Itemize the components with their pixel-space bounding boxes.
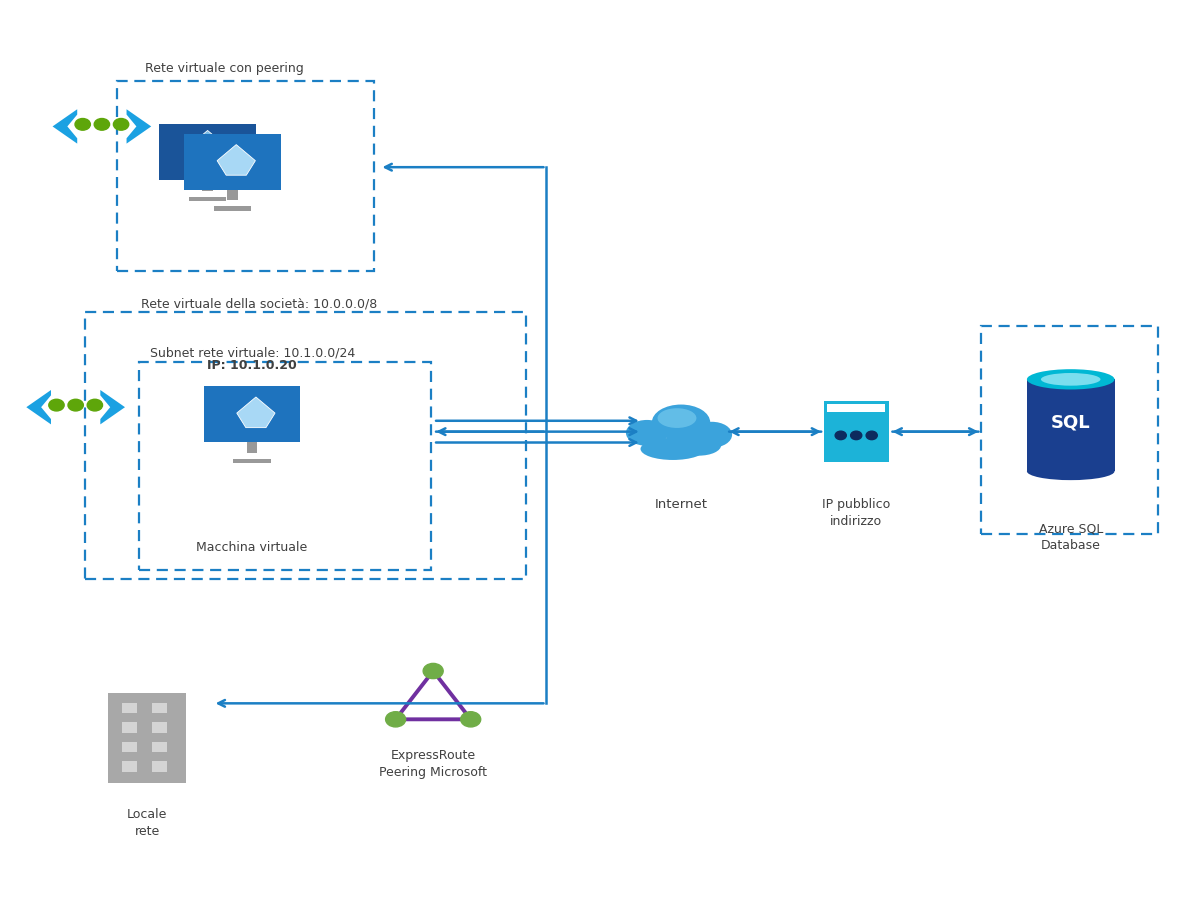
Circle shape bbox=[461, 712, 481, 727]
Bar bbox=[202, 179, 214, 191]
Ellipse shape bbox=[641, 438, 706, 460]
Polygon shape bbox=[217, 144, 256, 175]
Bar bbox=[122, 703, 137, 713]
Circle shape bbox=[424, 664, 443, 678]
Circle shape bbox=[76, 119, 90, 130]
Text: ExpressRoute
Peering Microsoft: ExpressRoute Peering Microsoft bbox=[379, 749, 487, 779]
Polygon shape bbox=[126, 110, 151, 143]
Ellipse shape bbox=[652, 405, 710, 441]
Ellipse shape bbox=[626, 420, 668, 446]
Bar bbox=[204, 386, 300, 442]
Bar bbox=[188, 197, 226, 201]
Circle shape bbox=[113, 119, 128, 130]
Circle shape bbox=[866, 431, 877, 440]
Text: Locale
rete: Locale rete bbox=[127, 808, 167, 838]
Bar bbox=[1027, 379, 1115, 472]
Ellipse shape bbox=[1040, 373, 1100, 386]
Bar bbox=[122, 742, 137, 752]
Bar bbox=[152, 761, 167, 771]
Text: IP: 10.1.0.20: IP: 10.1.0.20 bbox=[208, 359, 296, 372]
Text: Rete virtuale con peering: Rete virtuale con peering bbox=[145, 62, 304, 75]
Circle shape bbox=[68, 399, 83, 411]
Bar bbox=[827, 404, 886, 412]
Bar bbox=[152, 722, 167, 733]
Bar bbox=[122, 761, 137, 771]
Text: SQL: SQL bbox=[1051, 413, 1091, 431]
Bar bbox=[160, 124, 256, 180]
Text: Internet: Internet bbox=[654, 498, 708, 511]
Circle shape bbox=[835, 431, 846, 440]
Polygon shape bbox=[26, 390, 50, 424]
Polygon shape bbox=[101, 390, 125, 424]
Bar bbox=[184, 133, 281, 190]
Text: Macchina virtuale: Macchina virtuale bbox=[197, 541, 307, 554]
Ellipse shape bbox=[1027, 369, 1115, 389]
Circle shape bbox=[385, 712, 406, 727]
Bar bbox=[823, 401, 889, 462]
Bar bbox=[247, 441, 258, 452]
Polygon shape bbox=[188, 131, 227, 161]
Bar bbox=[152, 742, 167, 752]
Circle shape bbox=[851, 431, 862, 440]
Ellipse shape bbox=[1027, 462, 1115, 480]
Polygon shape bbox=[53, 110, 77, 143]
Ellipse shape bbox=[658, 409, 696, 428]
Circle shape bbox=[49, 399, 64, 411]
Bar bbox=[122, 722, 137, 733]
Circle shape bbox=[88, 399, 102, 411]
Text: IP pubblico
indirizzo: IP pubblico indirizzo bbox=[822, 498, 890, 527]
Bar bbox=[108, 693, 186, 782]
Bar bbox=[152, 703, 167, 713]
Ellipse shape bbox=[677, 435, 721, 456]
Bar bbox=[214, 207, 251, 211]
Text: Azure SQL
Database: Azure SQL Database bbox=[1038, 522, 1103, 552]
Text: Rete virtuale della società: 10.0.0.0/8: Rete virtuale della società: 10.0.0.0/8 bbox=[142, 297, 378, 310]
Polygon shape bbox=[236, 397, 275, 428]
Bar bbox=[227, 188, 238, 200]
Ellipse shape bbox=[691, 421, 732, 448]
Text: Subnet rete virtuale: 10.1.0.0/24: Subnet rete virtuale: 10.1.0.0/24 bbox=[150, 346, 355, 359]
Circle shape bbox=[95, 119, 109, 130]
Bar bbox=[234, 459, 271, 463]
